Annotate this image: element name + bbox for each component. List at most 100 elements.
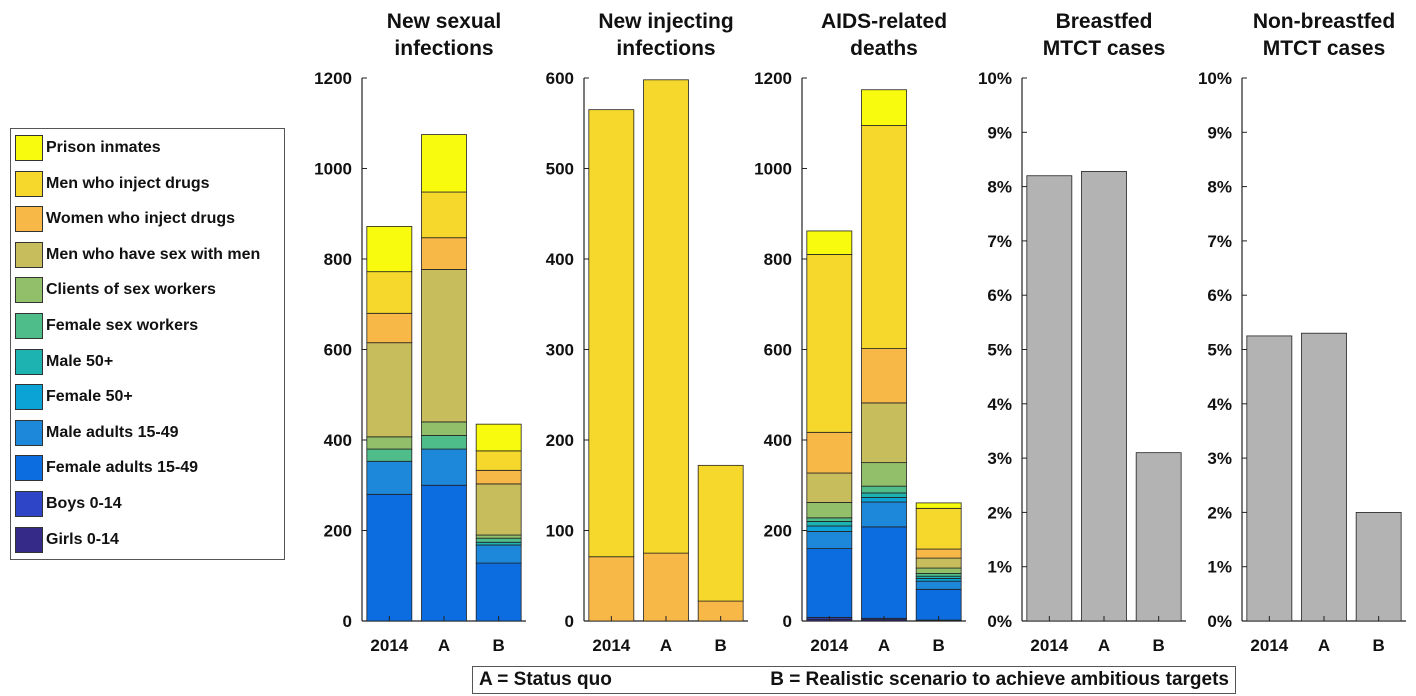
legend-label: Clients of sex workers — [46, 281, 216, 299]
bar-segment — [915, 557, 962, 569]
x-tick-label: 2014 — [1030, 636, 1068, 655]
legend-swatch — [15, 419, 43, 446]
y-tick-label: 200 — [324, 522, 352, 541]
y-tick-label: 600 — [546, 69, 574, 88]
bar-segment — [806, 230, 853, 255]
y-tick-label: 1% — [1207, 558, 1232, 577]
legend-item: Women who inject drugs — [15, 204, 235, 234]
legend-item: Men who inject drugs — [15, 169, 210, 199]
legend-swatch — [15, 135, 43, 161]
bar-segment — [915, 578, 962, 582]
bar — [1026, 175, 1073, 622]
legend-item: Boys 0-14 — [15, 489, 122, 519]
y-tick-label: 600 — [764, 341, 792, 360]
chart-panel: Non-breastfed MTCT cases 0% 1% 2% 3% 4% 5% 6% 7% 8… — [1198, 10, 1406, 655]
y-tick-label: 5% — [1207, 341, 1232, 360]
legend-swatch — [15, 277, 43, 304]
bar-segment — [643, 79, 689, 554]
bar-segment — [421, 237, 467, 270]
y-tick-label: 500 — [546, 160, 574, 179]
bar-segment — [475, 537, 522, 543]
bar-segment — [366, 493, 413, 622]
bar-segment — [915, 502, 962, 509]
y-tick-label: 800 — [764, 250, 792, 269]
x-tick-label: A — [660, 636, 672, 655]
chart-panel: New injecting infections 0 100 200 300 400 500 6… — [546, 10, 748, 655]
bar-segment — [861, 526, 907, 619]
x-tick-label: A — [878, 636, 890, 655]
chart-panel: Breastfed MTCT cases 0% 1% 2% 3% 4% 5% 6% 7% 8% 9% 1… — [978, 10, 1186, 655]
x-tick-label: B — [493, 636, 505, 655]
legend-label: Female sex workers — [46, 317, 199, 334]
legend-label: Men who inject drugs — [46, 174, 210, 192]
x-tick-label: 2014 — [1250, 636, 1288, 655]
chart-title: infections — [616, 37, 715, 60]
chart-title: deaths — [850, 37, 918, 60]
legend-item: Men who have sex with men — [15, 240, 260, 270]
bar-segment — [806, 254, 853, 433]
bar-segment — [475, 450, 522, 471]
legend-item: Girls 0-14 — [15, 525, 119, 555]
legend-label: Female 50+ — [46, 388, 133, 406]
y-tick-label: 8% — [987, 178, 1012, 197]
x-tick-label: A — [438, 636, 450, 655]
chart-title: New sexual — [387, 10, 501, 33]
legend-swatch — [15, 206, 43, 233]
legend-label: Male adults 15-49 — [46, 423, 179, 441]
bar-segment — [861, 89, 907, 126]
y-tick-label: 9% — [987, 123, 1012, 142]
bar-segment — [915, 580, 962, 590]
chart-title: infections — [394, 37, 493, 60]
y-tick-label: 1% — [987, 558, 1012, 577]
y-tick-label: 400 — [546, 250, 574, 269]
legend-label: Boys 0-14 — [46, 495, 122, 512]
y-tick-label: 8% — [1207, 178, 1232, 197]
legend-item: Female 50+ — [15, 382, 133, 412]
y-tick-label: 10% — [978, 69, 1012, 88]
bar-segment — [588, 556, 635, 622]
x-tick-label: 2014 — [810, 636, 848, 655]
bar-segment — [806, 525, 853, 532]
bar-segment — [861, 462, 907, 487]
bar-segment — [806, 502, 853, 519]
y-tick-label: 2% — [1207, 503, 1232, 522]
bar-segment — [475, 541, 522, 546]
y-tick-label: 0% — [987, 612, 1012, 631]
bar-segment — [421, 448, 467, 486]
bar-segment — [915, 548, 962, 559]
legend-swatch — [15, 313, 43, 339]
bar-segment — [915, 507, 962, 550]
bar-segment — [421, 421, 467, 436]
legend-label: Women who inject drugs — [46, 210, 236, 228]
chart-title: AIDS-related — [821, 10, 947, 33]
bar-segment — [915, 588, 962, 621]
y-tick-label: 400 — [764, 431, 792, 450]
x-tick-label: B — [1153, 636, 1165, 655]
bar-segment — [366, 342, 413, 438]
y-tick-label: 400 — [324, 431, 352, 450]
y-tick-label: 4% — [1207, 395, 1232, 414]
chart-title: New injecting — [598, 10, 733, 33]
bar-segment — [643, 552, 689, 622]
bar-segment — [806, 548, 853, 618]
legend-item: Female sex workers — [15, 311, 198, 341]
bar-segment — [421, 435, 467, 450]
bar-segment — [806, 517, 853, 522]
legend-label: Prison inmates — [46, 139, 161, 156]
y-tick-label: 200 — [546, 431, 574, 450]
y-tick-label: 0 — [783, 612, 792, 631]
bar-segment — [915, 567, 962, 574]
y-tick-label: 7% — [1207, 232, 1232, 251]
y-tick-label: 300 — [546, 341, 574, 360]
bar-segment — [861, 501, 907, 528]
legend-swatch — [15, 491, 43, 517]
chart-title: Non-breastfed — [1253, 10, 1395, 33]
legend-swatch — [15, 526, 43, 553]
x-tick-label: B — [1373, 636, 1385, 655]
bar-segment — [861, 497, 907, 503]
bar-segment — [366, 226, 413, 273]
bar-segment — [806, 472, 853, 503]
bar-segment — [806, 431, 853, 474]
y-tick-label: 9% — [1207, 123, 1232, 142]
